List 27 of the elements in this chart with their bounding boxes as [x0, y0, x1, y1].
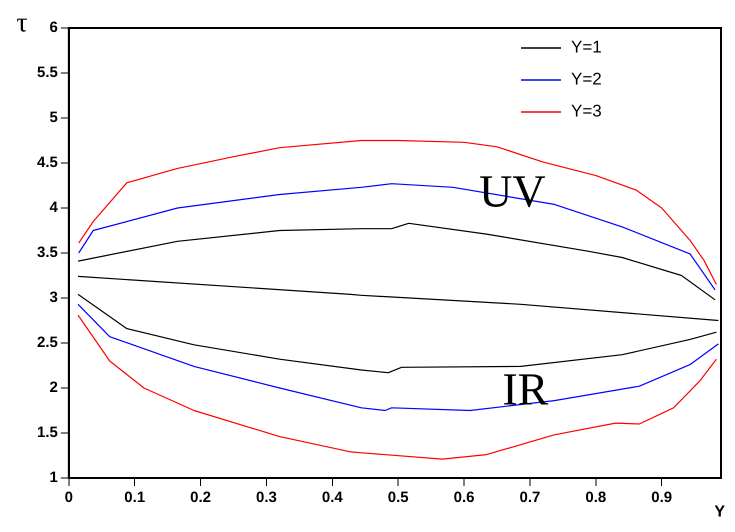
legend-label: Y=2	[571, 70, 602, 89]
x-tick-label: 0.4	[322, 489, 344, 506]
legend-label: Y=3	[571, 102, 602, 121]
x-tick-label: 0.6	[454, 489, 475, 506]
y-tick-label: 4.5	[36, 154, 58, 172]
x-tick-label: 0.5	[388, 489, 409, 506]
x-tick-label: 0.2	[190, 489, 212, 506]
y-tick-label: 5.5	[36, 64, 58, 82]
x-tick-label: 0.7	[520, 489, 540, 506]
x-axis-title: Y	[714, 503, 726, 520]
y-tick-label: 3.5	[36, 244, 58, 262]
x-tick-label: 0.9	[651, 489, 672, 506]
x-tick-label: 0.1	[124, 489, 146, 506]
x-tick-label: 0.8	[585, 489, 606, 506]
y-tick-label: 3	[50, 289, 58, 306]
y-tick-label: 6	[50, 19, 58, 36]
y-tick-label: 2	[50, 379, 58, 396]
y-tick-label: 5	[50, 109, 58, 126]
x-tick-label: 0	[64, 489, 74, 506]
annotation: IR	[502, 364, 549, 415]
y-tick-label: 4	[50, 199, 59, 216]
x-tick-label: 0.3	[256, 489, 277, 506]
y-tick-label: 1.5	[36, 424, 58, 442]
y-axis-title: τ	[16, 7, 28, 38]
legend-label: Y=1	[571, 38, 602, 57]
y-tick-label: 2.5	[36, 334, 58, 352]
y-tick-label: 1	[50, 469, 58, 486]
